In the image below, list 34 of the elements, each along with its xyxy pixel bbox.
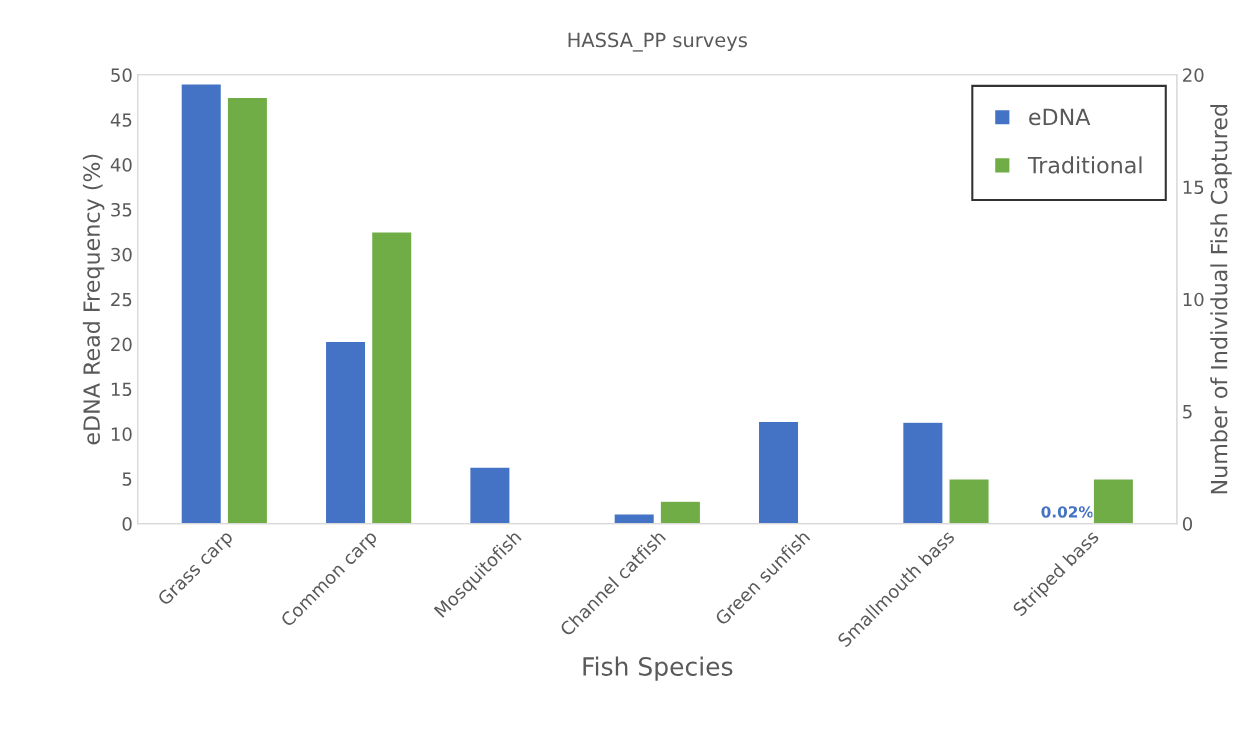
y-tick-label: 30 (111, 247, 132, 262)
y-tick-label: 50 (111, 68, 132, 82)
y-tick-label: 10 (111, 427, 132, 441)
chart-title: HASSA_PP surveys (568, 32, 747, 52)
y-tick-label: 0 (122, 517, 132, 531)
legend-label: Traditional (1027, 156, 1142, 174)
y2-tick-label: 0 (1182, 517, 1193, 531)
y-tick-label: 35 (111, 202, 132, 217)
bar (370, 231, 413, 524)
bar (1092, 478, 1135, 524)
y2-tick-label: 10 (1183, 292, 1204, 307)
bar (468, 466, 511, 524)
y-axis-title: eDNA Read Frequency (%) (82, 154, 105, 445)
y2-tick-label: 15 (1183, 180, 1204, 195)
bar (659, 500, 702, 524)
y-tick-label: 5 (122, 472, 132, 486)
bar (948, 478, 990, 524)
bar (324, 340, 367, 524)
x-axis-title: Fish Species (583, 656, 733, 681)
y2-tick-label: 20 (1183, 68, 1204, 82)
y-tick-label: 20 (111, 337, 132, 352)
bar (901, 421, 944, 524)
y-tick-label: 45 (110, 113, 132, 127)
y2-axis-title: Number of Individual Fish Captured (1210, 104, 1232, 494)
y-tick-label: 25 (111, 292, 132, 307)
bar (180, 83, 223, 524)
legend-label: eDNA (1029, 108, 1091, 126)
y2-tick-label: 5 (1183, 405, 1192, 419)
y-tick-label: 40 (110, 158, 132, 172)
bar (226, 96, 269, 524)
bar (613, 513, 656, 524)
bar (757, 420, 800, 524)
data-label: 0.02% (1041, 506, 1094, 518)
y-tick-label: 15 (111, 382, 132, 397)
